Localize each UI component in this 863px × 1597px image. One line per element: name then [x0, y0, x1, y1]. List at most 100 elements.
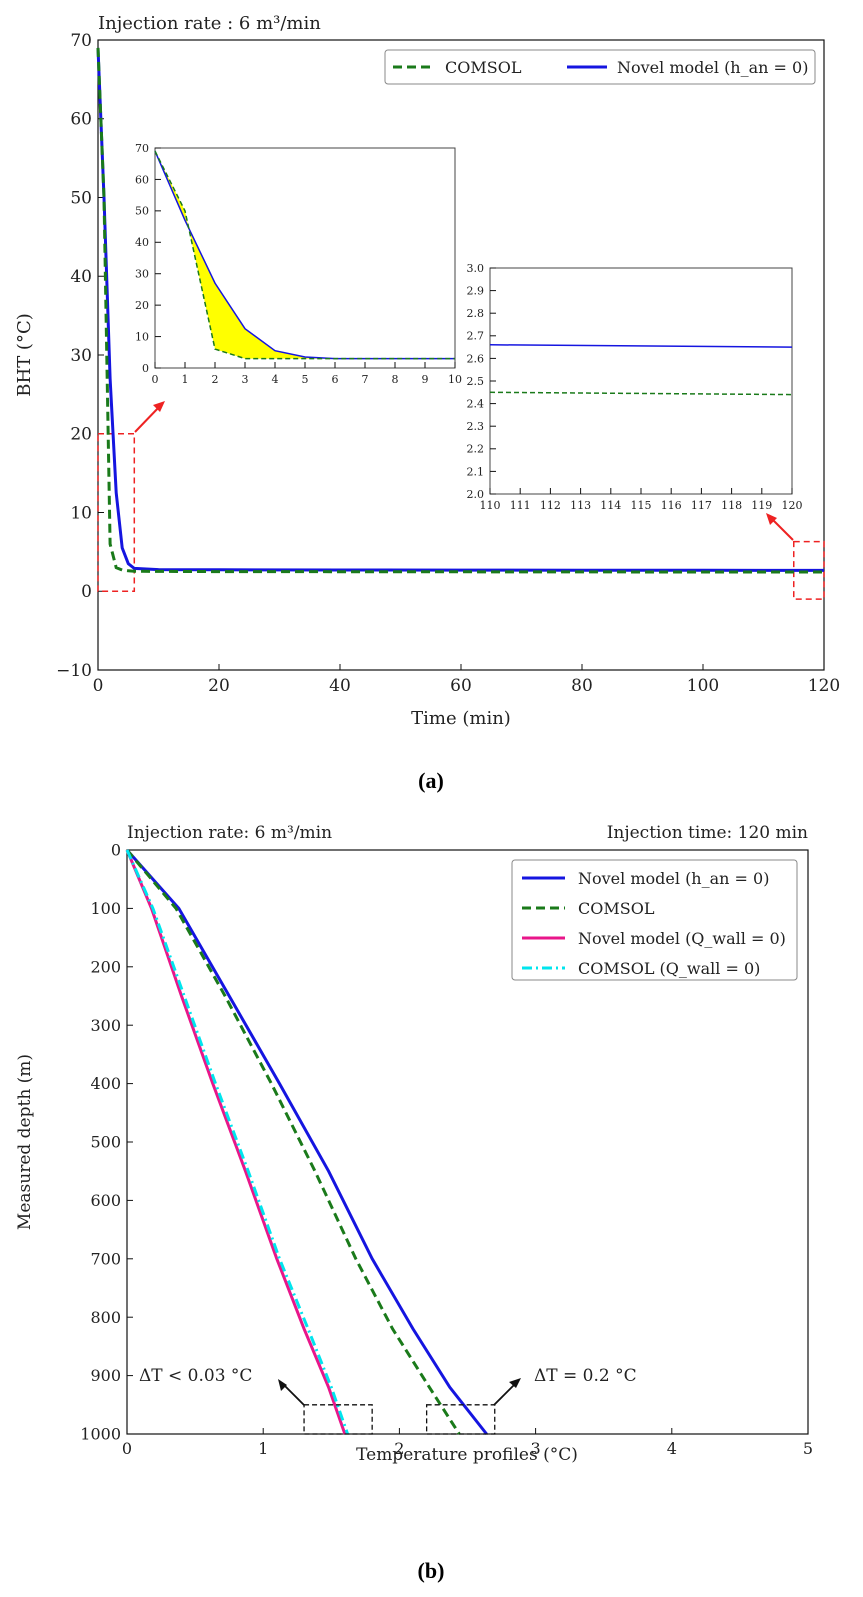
inset-1-ytick-label: 20 — [135, 299, 149, 312]
inset-1-xtick-label: 2 — [212, 373, 219, 386]
zoom-arrow-1-head — [153, 401, 165, 412]
chart-b-series-novel-line — [125, 849, 488, 1435]
inset-2-xtick-label: 110 — [480, 499, 501, 512]
inset-1-novel-line — [154, 150, 455, 360]
chart-a-ytick-label: 10 — [70, 503, 92, 523]
zoom-arrow-2-head — [766, 513, 777, 525]
chart-b-xtick-label: 0 — [122, 1439, 132, 1458]
inset-2-frame — [489, 267, 793, 495]
inset-2-ytick-label: 2.9 — [467, 284, 485, 297]
chart-a-legend-label-comsol: COMSOL — [445, 58, 522, 77]
chart-b-xtick-label: 4 — [667, 1439, 677, 1458]
inset-1-xtick-label: 3 — [242, 373, 249, 386]
chart-a-ytick-label: 50 — [70, 188, 92, 208]
inset-2-xtick-label: 111 — [510, 499, 531, 512]
inset-2-ytick-label: 3.0 — [467, 262, 485, 275]
chart-a-ytick-label: 30 — [70, 346, 92, 366]
annotation-delta-large: ΔT = 0.2 °C — [534, 1366, 637, 1386]
inset-1-xtick-label: 0 — [152, 373, 159, 386]
inset-2-xtick-label: 120 — [782, 499, 803, 512]
inset-2-xtick-label: 118 — [721, 499, 742, 512]
chart-a-ylabel: BHT (°C) — [14, 313, 35, 396]
inset-2-ytick-label: 2.8 — [467, 307, 485, 320]
inset-2-ytick-label: 2.1 — [467, 465, 485, 478]
inset-1-comsol-line — [154, 150, 455, 360]
chart-b: Injection rate: 6 m³/min Injection time:… — [15, 823, 813, 1583]
inset-1-xtick-label: 7 — [362, 373, 369, 386]
inset-1-frame — [154, 147, 456, 369]
chart-b-legend-label-4: COMSOL (Q_wall = 0) — [578, 959, 760, 978]
annotation-arrow-left — [281, 1382, 305, 1406]
annotation-delta-small: ΔT < 0.03 °C — [139, 1366, 252, 1386]
chart-b-ytick-label: 800 — [90, 1308, 121, 1327]
chart-a-inset-2: 110 111 112 113 114 115 116 117 118 119 120 2.0 2.1 2… — [467, 262, 803, 512]
chart-b-ytick-label: 600 — [90, 1191, 121, 1210]
chart-a-legend-label-novel: Novel model (h_an = 0) — [617, 58, 808, 77]
chart-a-series-comsol-line — [96, 47, 824, 574]
inset-1-ytick-label: 30 — [135, 268, 149, 281]
chart-a-ytick-label: 60 — [70, 110, 92, 130]
inset-1-xtick-label: 1 — [182, 373, 189, 386]
inset-2-ytick-label: 2.5 — [467, 375, 485, 388]
inset-2-novel-line — [489, 344, 793, 348]
chart-b-legend-box — [511, 859, 798, 981]
chart-a-inset-1: 0 1 2 3 4 5 6 7 8 9 10 0 10 20 30 40 50 60 70 — [135, 142, 462, 386]
chart-a-xtick-label: 60 — [450, 676, 472, 696]
chart-a-xtick-label: 0 — [93, 676, 104, 696]
chart-a-xtick-label: 20 — [208, 676, 230, 696]
chart-b-title-right: Injection time: 120 min — [607, 823, 808, 843]
chart-a-xlabel: Time (min) — [411, 708, 511, 729]
chart-b-legend-label-1: Novel model (h_an = 0) — [578, 869, 769, 888]
inset-1-ytick-label: 50 — [135, 205, 149, 218]
chart-b-ytick-label: 400 — [90, 1074, 121, 1093]
inset-2-ytick-label: 2.2 — [467, 443, 485, 456]
inset-2-ytick-label: 2.0 — [467, 488, 485, 501]
inset-2-comsol-line — [489, 391, 793, 396]
chart-b-annotation-box-2 — [425, 1404, 496, 1435]
chart-b-xtick-label: 3 — [531, 1439, 541, 1458]
chart-b-ytick-label: 500 — [90, 1133, 121, 1152]
chart-a: Injection rate : 6 m³/min 0 20 40 60 80 100 12… — [14, 13, 840, 793]
inset-1-ytick-label: 60 — [135, 173, 149, 186]
inset-2-ytick-label: 2.4 — [467, 397, 485, 410]
panel-label-b: (b) — [418, 1558, 445, 1583]
annotation-arrow-right-head — [509, 1378, 521, 1388]
inset-2-xtick-label: 119 — [751, 499, 772, 512]
zoom-arrows — [134, 401, 794, 541]
chart-b-legend-label-3: Novel model (Q_wall = 0) — [578, 929, 786, 948]
chart-b-ytick-label: 900 — [90, 1366, 121, 1385]
chart-b-ytick-label: 100 — [90, 899, 121, 918]
chart-a-legend: COMSOL Novel model (h_an = 0) — [384, 49, 816, 85]
chart-a-xtick-label: 40 — [329, 676, 351, 696]
inset-2-xtick-label: 112 — [540, 499, 561, 512]
inset-1-xtick-label: 9 — [422, 373, 429, 386]
chart-a-ytick-label: 20 — [70, 425, 92, 445]
inset-2-xtick-label: 116 — [661, 499, 682, 512]
inset-2-xtick-label: 117 — [691, 499, 712, 512]
chart-b-legend: Novel model (h_an = 0) COMSOL Novel mode… — [511, 859, 798, 981]
annotation-arrow-right — [493, 1381, 518, 1406]
chart-a-xtick-label: 120 — [808, 676, 840, 696]
chart-b-ytick-label: 300 — [90, 1016, 121, 1035]
annotation-arrows — [278, 1378, 521, 1406]
chart-a-ytick-label: 40 — [70, 267, 92, 287]
chart-b-xtick-label: 2 — [394, 1439, 404, 1458]
chart-b-series-comsol-qwall0-line — [125, 849, 350, 1435]
chart-b-legend-label-2: COMSOL — [578, 899, 655, 918]
zoom-arrow-1 — [134, 404, 162, 433]
chart-b-ytick-label: 700 — [90, 1249, 121, 1268]
chart-a-ytick-label: −10 — [56, 661, 92, 681]
chart-a-xtick-label: 100 — [687, 676, 719, 696]
inset-2-xtick-label: 114 — [600, 499, 621, 512]
chart-b-xtick-label: 1 — [258, 1439, 268, 1458]
inset-1-ytick-label: 40 — [135, 236, 149, 249]
chart-a-title: Injection rate : 6 m³/min — [98, 13, 321, 34]
inset-2-xtick-label: 113 — [570, 499, 591, 512]
chart-b-ylabel: Measured depth (m) — [15, 1054, 35, 1230]
chart-b-annotation-box-1 — [303, 1404, 373, 1435]
inset-1-ytick-label: 10 — [135, 330, 149, 343]
inset-2-ytick-label: 2.6 — [467, 352, 485, 365]
inset-2-ytick-label: 2.7 — [467, 330, 485, 343]
inset-1-xtick-label: 4 — [272, 373, 279, 386]
